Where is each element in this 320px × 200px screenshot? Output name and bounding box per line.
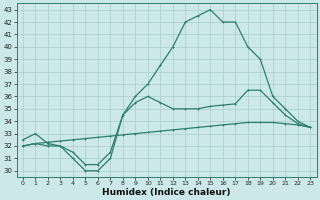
X-axis label: Humidex (Indice chaleur): Humidex (Indice chaleur) <box>102 188 231 197</box>
